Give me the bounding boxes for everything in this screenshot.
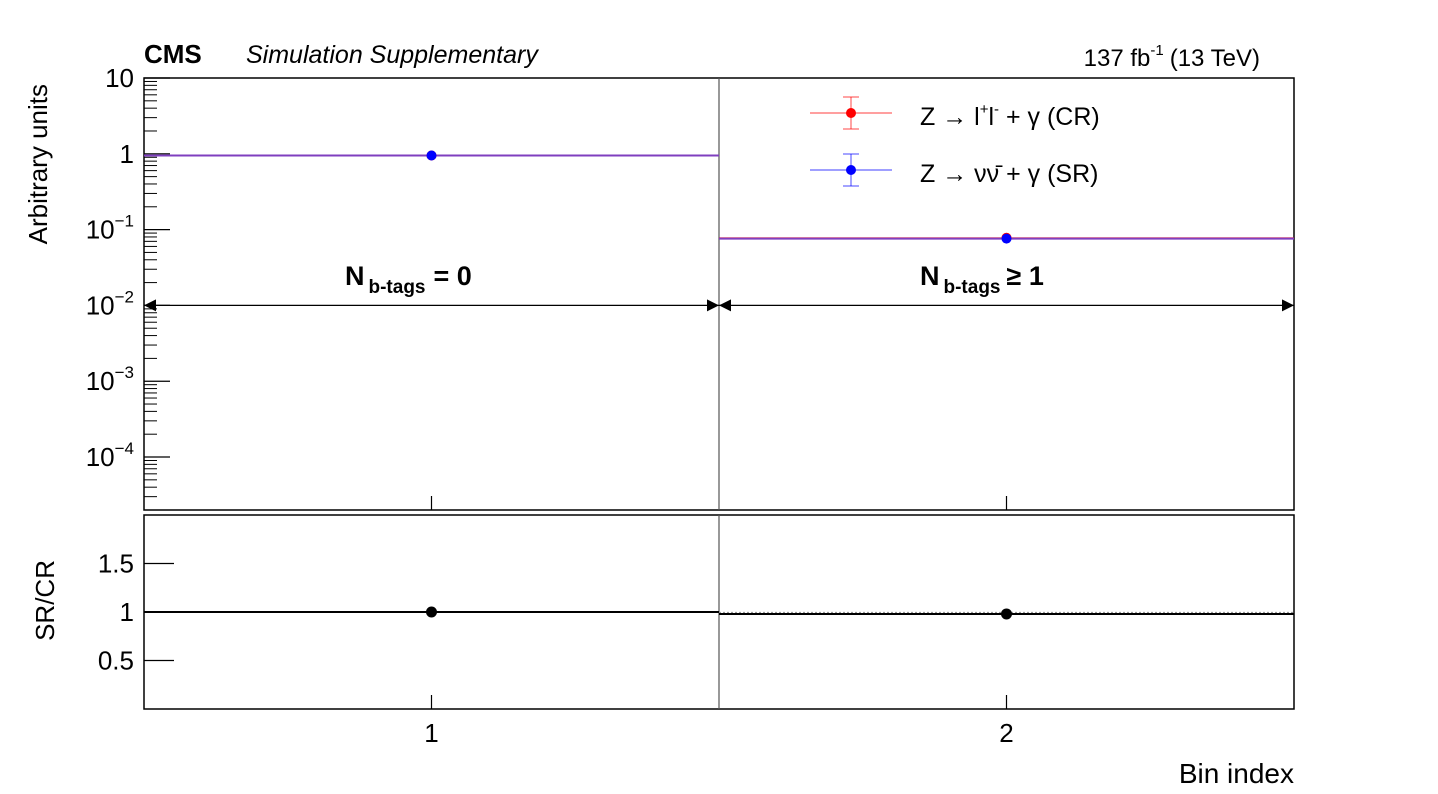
region-arrow-head [144, 299, 156, 312]
upper-tick-label: 10−3 [86, 363, 134, 396]
lumi-value: 137 fb [1084, 45, 1151, 72]
x-tick-label: 1 [424, 718, 438, 748]
region-arrow-head [1282, 299, 1294, 312]
region-1-prefix: N [920, 261, 940, 291]
experiment-label: CMS [144, 39, 202, 69]
region-1-rel: ≥ 1 [1007, 261, 1044, 291]
upper-tick-label: 10−1 [86, 212, 134, 245]
region-arrow-head [719, 299, 731, 312]
upper-tick-label: 1 [120, 139, 134, 169]
legend-sr-symbol-marker [846, 165, 856, 175]
legend-cr-post: + γ (CR) [999, 103, 1100, 131]
lower-tick-label: 1 [120, 597, 134, 627]
lower-tick-label: 0.5 [98, 646, 134, 676]
upper-tick-label: 10−4 [86, 439, 134, 472]
legend-cr-sup1: + [980, 101, 989, 118]
region-0-prefix: N [345, 261, 365, 291]
x-tick-label: 2 [999, 718, 1013, 748]
lower-ylabel: SR/CR [30, 560, 60, 641]
region-arrow-head [707, 299, 719, 312]
legend-sr-label: Z → νν̄ + γ (SR) [920, 160, 1098, 188]
legend-cr-label: Z → l+l- + γ (CR) [920, 101, 1100, 131]
energy-label: (13 TeV) [1170, 45, 1260, 72]
sr-marker [1001, 233, 1012, 244]
lower-tick-label: 1.5 [98, 549, 134, 579]
sr-marker [426, 150, 437, 161]
region-1-sub: b-tags [944, 277, 1001, 298]
subtitle-label: Simulation Supplementary [246, 41, 539, 69]
lumi-exp: -1 [1150, 42, 1163, 59]
upper-tick-label: 10−2 [86, 287, 134, 320]
legend-cr-mid: l [988, 103, 994, 131]
region-0-sub: b-tags [369, 277, 426, 298]
ratio-marker [1001, 608, 1012, 620]
upper-ylabel: Arbitrary units [23, 84, 53, 244]
xlabel: Bin index [1179, 758, 1294, 789]
legend-cr-symbol-marker [846, 108, 856, 118]
legend-cr-sup2: - [994, 101, 999, 118]
upper-tick-label: 10 [105, 63, 134, 93]
ratio-marker [426, 606, 437, 618]
legend-cr-pre: Z → l [920, 103, 980, 131]
region-0-rel: = 0 [434, 261, 472, 291]
lumi-label: 137 fb-1 (13 TeV) [1084, 42, 1260, 72]
